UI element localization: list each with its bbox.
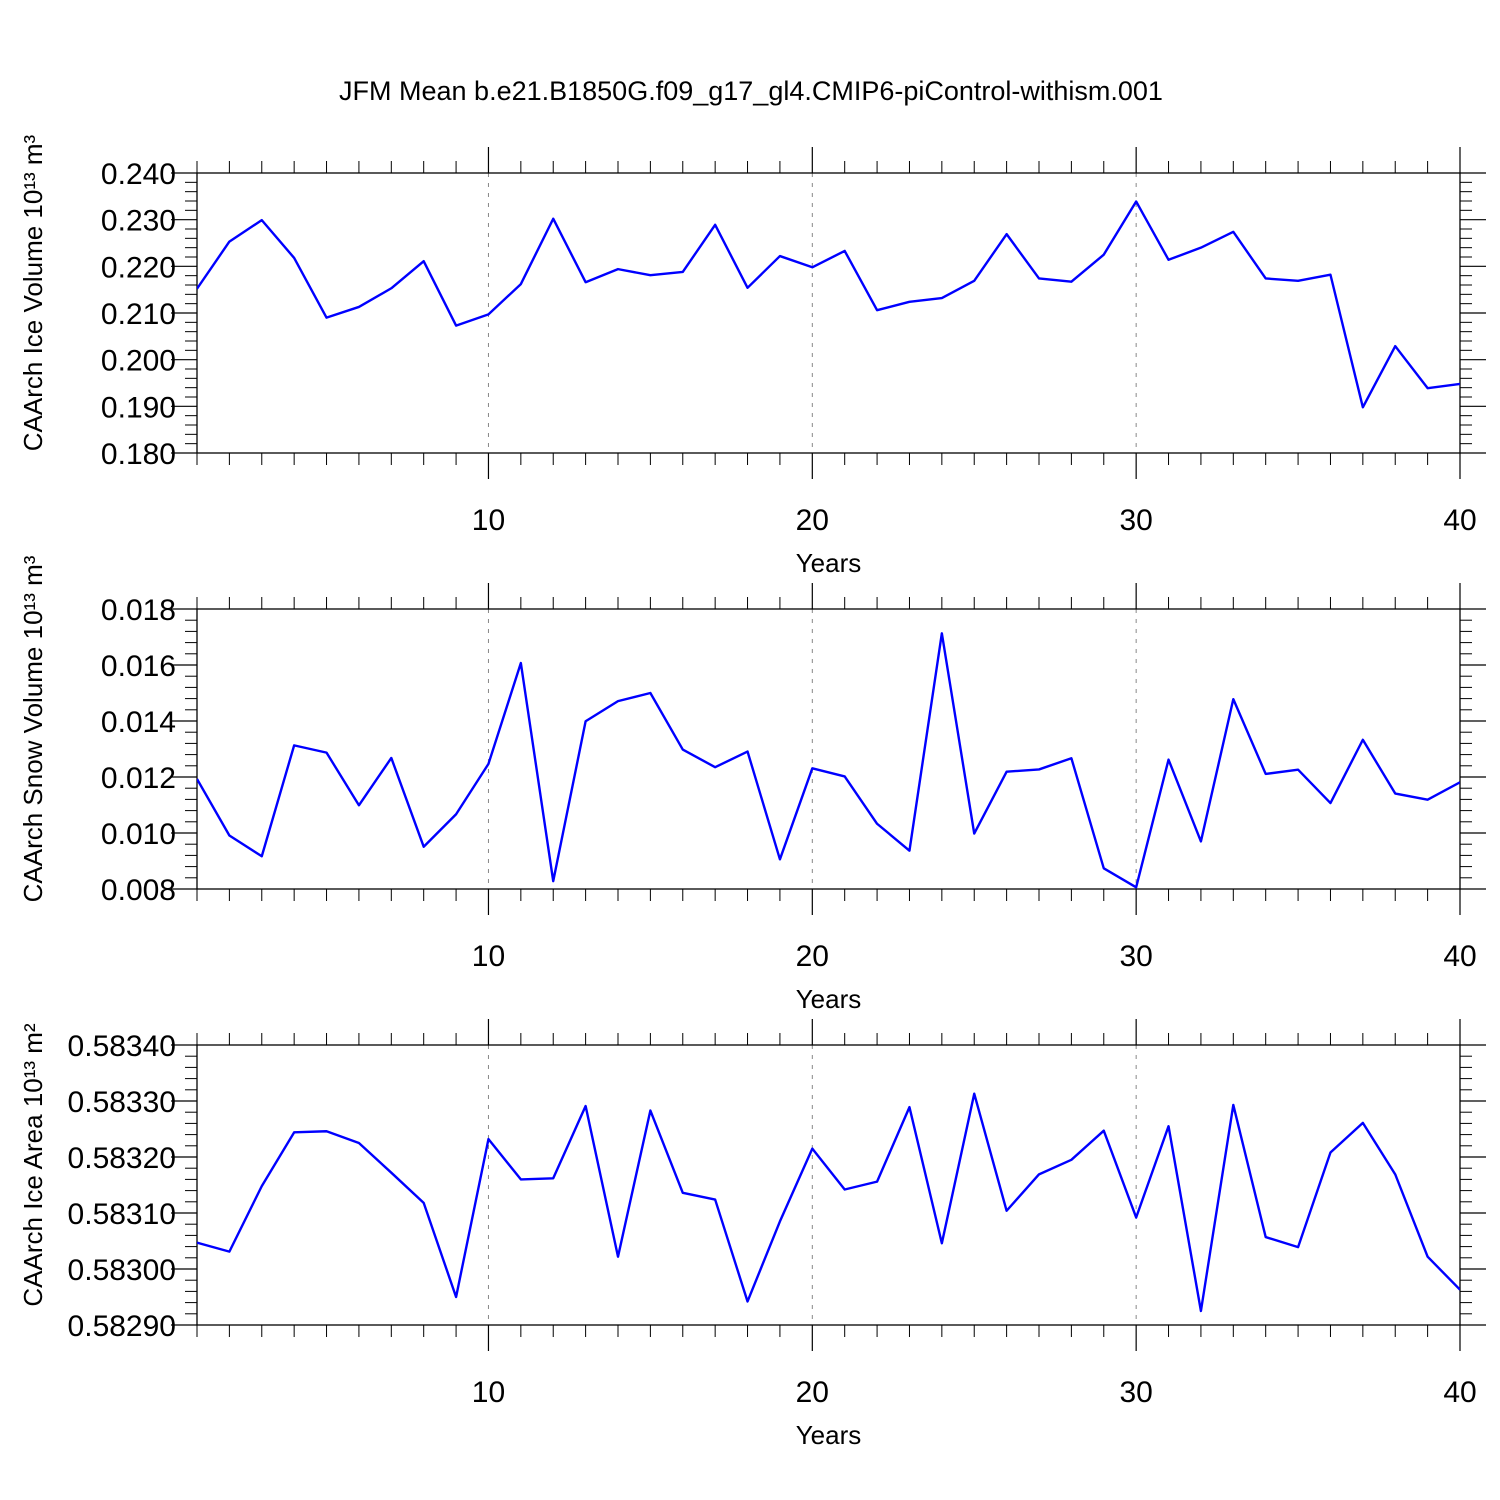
y-tick-label: 0.58340: [68, 1030, 176, 1063]
panel-1: 10 20 30 40 0.180 0.190 0.200 0.210 0.220 0.230 0.…: [18, 134, 1486, 578]
y-tick-label: 0.240: [101, 158, 176, 191]
y-tick-label: 0.180: [101, 438, 176, 471]
y-tick-label: 0.010: [101, 818, 176, 851]
x-tick-label: 20: [796, 1376, 829, 1409]
x-tick-label: 30: [1119, 940, 1152, 973]
plot-frame: [196, 608, 1461, 890]
y-tick-label: 0.210: [101, 298, 176, 331]
y-tick-label: 0.190: [101, 391, 176, 424]
y-tick-label: 0.58290: [68, 1310, 176, 1343]
y-tick-label: 0.200: [101, 345, 176, 378]
x-axis-title: Years: [796, 1420, 862, 1450]
y-tick-label: 0.018: [101, 594, 176, 627]
panel-3: 10 20 30 40 0.58290 0.58300 0.58310 0.58320 0.58…: [18, 1019, 1486, 1450]
panels: 10 20 30 40 0.180 0.190 0.200 0.210 0.220 0.230 0.…: [18, 134, 1486, 1450]
y-axis-title: CAArch Ice Area 10¹³ m²: [18, 1023, 48, 1307]
x-tick-label: 20: [796, 504, 829, 537]
y-axis-title: CAArch Snow Volume 10¹³ m³: [18, 555, 48, 902]
plot-frame: [196, 1044, 1461, 1326]
data-series-line: [197, 200, 1460, 409]
x-tick-label: 40: [1443, 504, 1476, 537]
data-series-line: [197, 1092, 1460, 1313]
y-tick-label: 0.220: [101, 251, 176, 284]
x-axis-title: Years: [796, 984, 862, 1014]
y-tick-label: 0.58310: [68, 1198, 176, 1231]
x-tick-label: 10: [472, 940, 505, 973]
y-tick-label: 0.58300: [68, 1254, 176, 1287]
x-tick-label: 10: [472, 504, 505, 537]
plot-frame: [196, 172, 1461, 454]
y-tick-label: 0.58320: [68, 1142, 176, 1175]
x-tick-label: 40: [1443, 1376, 1476, 1409]
y-axis-title: CAArch Ice Volume 10¹³ m³: [18, 134, 48, 451]
y-tick-label: 0.016: [101, 650, 176, 683]
data-series-line: [197, 632, 1460, 889]
y-tick-label: 0.230: [101, 205, 176, 238]
y-tick-label: 0.008: [101, 874, 176, 907]
x-tick-label: 40: [1443, 940, 1476, 973]
x-tick-label: 20: [796, 940, 829, 973]
panel-2: 10 20 30 40 0.008 0.010 0.012 0.014 0.016 0.018 Ye…: [18, 555, 1486, 1014]
x-tick-label: 30: [1119, 504, 1152, 537]
x-tick-label: 30: [1119, 1376, 1152, 1409]
figure-title: JFM Mean b.e21.B1850G.f09_g17_gl4.CMIP6-…: [339, 76, 1163, 106]
y-tick-label: 0.014: [101, 706, 176, 739]
x-axis-title: Years: [796, 548, 862, 578]
x-tick-label: 10: [472, 1376, 505, 1409]
y-tick-label: 0.58330: [68, 1086, 176, 1119]
y-tick-label: 0.012: [101, 762, 176, 795]
